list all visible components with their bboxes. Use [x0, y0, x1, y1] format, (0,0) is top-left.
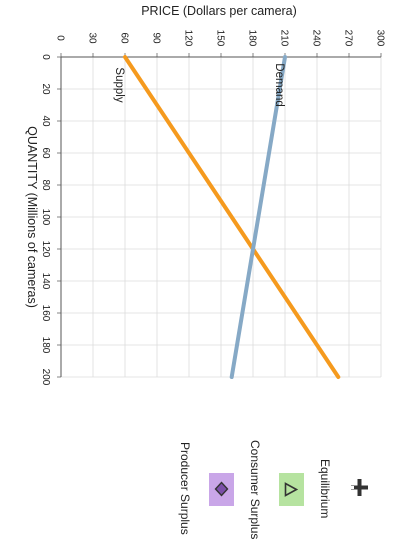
supply-line[interactable]: [123, 55, 341, 379]
tick-label-quantity: 200: [40, 369, 51, 386]
tick-label-price: 150: [215, 30, 226, 47]
series-labels: Supply Demand: [113, 63, 285, 106]
tick-label-price: 60: [119, 32, 130, 44]
tick-label-quantity: 80: [40, 179, 51, 191]
tick-label-price: 90: [151, 32, 162, 44]
demand-line[interactable]: [229, 55, 287, 379]
price-axis-title: PRICE (Dollars per camera): [141, 4, 297, 18]
price-axis-ticks: 0 30 60 90 120 150 180 210 240 270 300: [55, 30, 386, 47]
tick-label-price: 30: [87, 32, 98, 44]
tick-label-price: 120: [183, 30, 194, 47]
consumer-surplus-label[interactable]: Consumer Surplus: [248, 440, 262, 539]
quantity-axis-ticks: 0 20 40 60 80 100 120 140 160 180 200: [40, 54, 51, 386]
tick-label-quantity: 0: [40, 54, 51, 60]
tick-label-quantity: 180: [40, 337, 51, 354]
tick-label-quantity: 120: [40, 241, 51, 258]
supply-label: Supply: [113, 67, 125, 102]
tick-label-price: 0: [55, 35, 66, 41]
tick-label-price: 300: [375, 30, 386, 47]
tick-label-price: 180: [247, 30, 258, 47]
demand-label: Demand: [273, 63, 285, 106]
tick-label-price: 210: [279, 30, 290, 47]
grid: [61, 57, 382, 378]
equilibrium-swatch: [279, 473, 304, 506]
tick-label-quantity: 100: [40, 209, 51, 226]
quantity-axis-title: QUANTITY (Millions of cameras): [25, 126, 39, 308]
equilibrium-label[interactable]: Equilibrium: [318, 459, 332, 519]
tick-label-quantity: 40: [40, 115, 51, 127]
tick-label-quantity: 160: [40, 305, 51, 322]
series-lines: [123, 55, 341, 379]
move-tool[interactable]: [349, 479, 368, 496]
tick-label-quantity: 60: [40, 147, 51, 159]
tick-label-quantity: 20: [40, 83, 51, 95]
axes: [57, 53, 382, 378]
diamond-icon: [214, 481, 229, 497]
producer-surplus-label[interactable]: Producer Surplus: [178, 442, 192, 535]
tick-label-price: 270: [343, 30, 354, 47]
tick-label-price: 240: [311, 30, 322, 47]
move-cross-icon: [349, 479, 368, 496]
tick-label-quantity: 140: [40, 273, 51, 290]
triangle-icon: [284, 482, 299, 497]
equilibrium-tool[interactable]: [279, 473, 304, 506]
consumer-surplus-tool[interactable]: [209, 473, 234, 506]
